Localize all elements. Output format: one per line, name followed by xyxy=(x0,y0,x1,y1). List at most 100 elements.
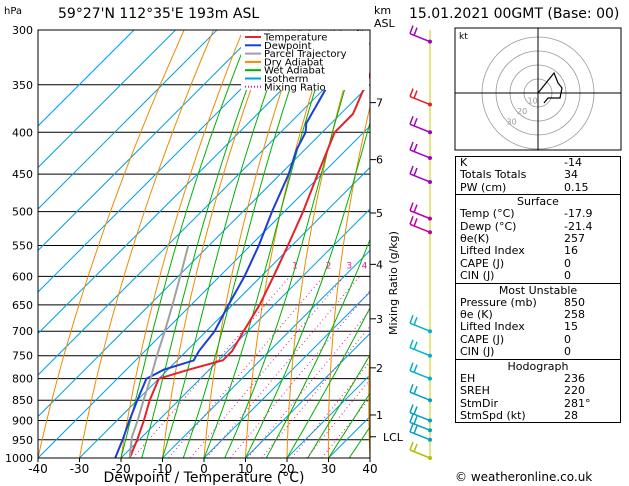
hodograph-stat-value: 281° xyxy=(564,396,591,410)
most-unstable-row: CIN (J) 0 xyxy=(456,345,620,358)
km-tick-label: 7 xyxy=(376,97,383,110)
dewpoint-line xyxy=(114,30,360,458)
hodograph-ring-label: 10 xyxy=(528,97,538,106)
legend-label: Dry Adiabat xyxy=(264,57,323,68)
pressure-tick-label: 350 xyxy=(12,79,33,92)
wind-barb-staff xyxy=(409,421,431,431)
wind-barb-dot xyxy=(428,329,432,334)
surface-label: Dewp (°C) xyxy=(460,219,517,233)
index-label: Totals Totals xyxy=(460,168,527,182)
surface-title: Surface xyxy=(517,195,559,209)
pressure-tick-label: 450 xyxy=(12,168,33,181)
km-tick-label: 1 xyxy=(376,409,383,422)
surface-row: CAPE (J) 0 xyxy=(456,256,620,270)
surface-value: -21.4 xyxy=(564,219,593,233)
isotherm-line xyxy=(38,30,342,335)
wind-barb xyxy=(409,165,432,184)
wind-barb-dot xyxy=(428,130,432,135)
dry-adiabat-line xyxy=(162,30,273,458)
surface-value: 257 xyxy=(564,232,585,246)
surface-value: -17.9 xyxy=(564,207,593,221)
hodograph-ring-label: 20 xyxy=(517,107,527,116)
wind-barb-staff xyxy=(409,95,431,106)
wind-barb-flag xyxy=(409,383,414,393)
wind-barb-dot xyxy=(428,418,432,423)
pressure-tick-label: 800 xyxy=(12,373,33,386)
hodograph-ring-label: 30 xyxy=(507,118,517,127)
asl-axis-label: ASL xyxy=(374,17,396,30)
mixing-ratio-tick-label: 3 xyxy=(346,261,352,271)
pressure-tick-label: 600 xyxy=(12,270,33,283)
wind-barb-flag xyxy=(413,218,418,227)
x-tick-label: -40 xyxy=(28,462,48,476)
surface-section: Surface Temp (°C) -17.9 Dewp (°C) -21.4 θe(K… xyxy=(456,194,620,282)
surface-value: 0 xyxy=(564,269,571,283)
legend-label: Isotherm xyxy=(264,74,308,85)
pressure-tick-label: 650 xyxy=(12,299,33,312)
wind-barb-dot xyxy=(428,155,432,160)
wind-barb xyxy=(409,141,432,160)
wind-barb-staff xyxy=(409,149,431,159)
wet-adiabat-line xyxy=(307,354,370,458)
most-unstable-label: CAPE (J) xyxy=(460,332,505,346)
hodograph-stat-row: StmSpd (kt) 28 xyxy=(456,409,620,422)
wind-barb-dot xyxy=(428,39,432,44)
mixing-ratio-tick-label: 4 xyxy=(362,261,368,271)
index-label: K xyxy=(460,156,468,169)
surface-row: θe(K) 257 xyxy=(456,232,620,246)
most-unstable-row: Lifted Index 15 xyxy=(456,320,620,334)
lcl-label: LCL xyxy=(383,431,404,444)
wind-barb-flag xyxy=(413,364,418,373)
wind-barb-dot xyxy=(428,376,432,381)
wind-barb-flag xyxy=(409,404,414,413)
wind-barb-flag xyxy=(409,25,414,34)
wind-barb-staff xyxy=(409,209,431,220)
wind-barb-staff xyxy=(409,223,431,234)
surface-label: Lifted Index xyxy=(460,244,525,258)
isotherm-line xyxy=(162,249,370,458)
dry-adiabat-line xyxy=(245,30,332,458)
wind-barb-flag xyxy=(409,414,414,423)
wind-barb-flag xyxy=(409,314,414,324)
most-unstable-label: Pressure (mb) xyxy=(460,295,537,309)
most-unstable-value: 15 xyxy=(564,320,578,334)
wind-barb-dot xyxy=(428,353,432,358)
surface-value: 0 xyxy=(564,256,571,270)
hodograph-stat-value: 236 xyxy=(564,371,585,385)
wind-barb-flag xyxy=(409,88,414,97)
km-axis-label: km xyxy=(374,4,391,17)
surface-label: Temp (°C) xyxy=(460,207,515,221)
isotherm-line xyxy=(120,208,370,458)
mixing-ratio-tick-label: 2 xyxy=(326,261,332,271)
hodograph-stat-row: SREH 220 xyxy=(456,384,620,397)
wet-adiabat-line xyxy=(286,306,370,458)
pressure-tick-label: 850 xyxy=(12,394,33,407)
x-tick-label: 20 xyxy=(279,462,294,476)
isotherm-line xyxy=(245,332,370,458)
wind-barb-staff xyxy=(409,449,431,459)
most-unstable-label: Lifted Index xyxy=(460,320,525,334)
dry-adiabat-line xyxy=(203,30,303,458)
wind-barb xyxy=(409,404,432,423)
index-label: PW (cm) xyxy=(460,180,507,194)
wind-barb-flag xyxy=(409,216,414,225)
wind-barb-flag xyxy=(409,362,414,371)
index-row: Totals Totals 34 xyxy=(456,168,620,182)
wind-barb-dot xyxy=(428,428,432,433)
pressure-tick-label: 950 xyxy=(12,434,33,447)
pressure-tick-label: 500 xyxy=(12,206,33,219)
wind-barb-dot xyxy=(428,230,432,235)
wind-barb-staff xyxy=(409,431,431,441)
wind-barb-staff xyxy=(409,369,431,380)
isotherm-line xyxy=(38,125,370,458)
most-unstable-value: 850 xyxy=(564,295,585,309)
wind-barb-staff xyxy=(409,322,431,332)
wind-barb-flag xyxy=(409,202,414,211)
isotherm-line xyxy=(38,30,135,127)
wind-barb-flag xyxy=(413,341,418,350)
wind-barb-dot xyxy=(428,179,432,184)
pressure-tick-label: 900 xyxy=(12,415,33,428)
dry-adiabat-line xyxy=(79,30,214,458)
wind-barb-flag xyxy=(413,443,418,453)
